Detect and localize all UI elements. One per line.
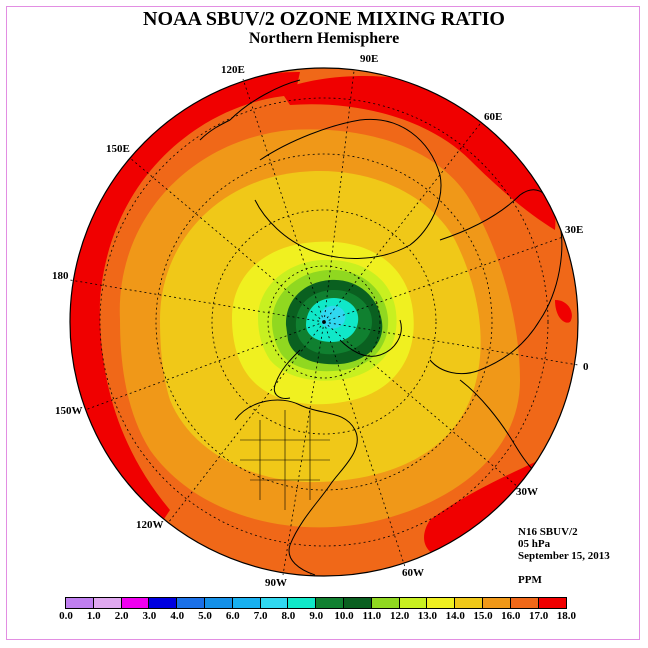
meridian-30e [323, 236, 564, 323]
colorbar-swatch [399, 598, 428, 608]
longitude-labels: 90E 60E 30E 0 30W 60W 90W 120W 150W 180 … [52, 53, 589, 589]
colorbar-tick-label: 17.0 [528, 610, 549, 622]
colorbar-swatch [204, 598, 233, 608]
colorbar-swatch [121, 598, 150, 608]
colorbar-tick-label: 3.0 [142, 610, 157, 622]
ozone-band-6 [320, 305, 346, 329]
meridian-150e [129, 157, 325, 323]
latitude-circle-70 [267, 265, 381, 379]
asia-coast [254, 118, 442, 259]
colorbar-tick-label: 11.0 [362, 610, 382, 622]
colorbar-tick-label: 1.0 [86, 610, 101, 622]
lon-label-90w: 90W [265, 577, 287, 589]
lon-label-30w: 30W [516, 486, 538, 498]
units-label: PPM [518, 574, 542, 586]
colorbar-swatch [510, 598, 539, 608]
colorbar-swatch [177, 598, 205, 608]
colorbar-tick-label: 10.0 [334, 610, 354, 622]
lon-label-60e: 60E [484, 111, 502, 123]
colorbar-tick-label: 5.0 [198, 610, 212, 622]
lon-label-150e: 150E [106, 143, 130, 155]
meridian-90e [323, 70, 355, 323]
greenland-coast [339, 319, 402, 357]
colorbar-tick-label: 0.0 [59, 610, 73, 622]
colorbar-tick-label: 15.0 [473, 610, 493, 622]
colorbar-tick-label: 6.0 [225, 610, 240, 622]
colorbar-swatch [482, 598, 511, 608]
date-label: September 15, 2013 [518, 550, 610, 562]
lon-label-180: 180 [52, 270, 69, 282]
colorbar-tick-label: 9.0 [309, 610, 324, 622]
pressure-level-label: 05 hPa [518, 538, 551, 550]
colorbar-swatch [288, 598, 317, 608]
colorbar-ticks: 0.0 1.0 2.0 3.0 4.0 5.0 6.0 7.0 8.0 9.0 10.0 11.0 12… [0, 610, 648, 624]
colorbar [65, 597, 568, 609]
lon-label-150w: 150W [55, 405, 83, 417]
us-state-borders [240, 410, 330, 510]
lon-label-0: 0 [583, 361, 589, 373]
figure-frame [6, 6, 640, 640]
colorbar-tick-label: 16.0 [501, 610, 521, 622]
colorbar-tick-label: 13.0 [417, 610, 438, 622]
lon-label-120e: 120E [221, 64, 245, 76]
colorbar-swatch [371, 598, 400, 608]
colorbar-tick-label: 18.0 [556, 610, 577, 622]
map-title: NOAA SBUV/2 OZONE MIXING RATIO [143, 8, 505, 30]
ozone-band-17-west [70, 71, 300, 540]
colorbar-tick-label: 2.0 [114, 610, 129, 622]
colorbar-swatch [232, 598, 261, 608]
colorbar-swatch [66, 598, 94, 608]
latitude-circle-50 [211, 209, 437, 435]
colorbar-swatch [427, 598, 456, 608]
north-america-coast [234, 399, 358, 576]
europe-coast [429, 189, 563, 375]
graticule [69, 70, 579, 576]
colorbar-tick-label: 8.0 [281, 610, 296, 622]
canadian-arctic-coast [273, 349, 301, 399]
colorbar-swatch [343, 598, 372, 608]
map-subtitle: Northern Hemisphere [248, 30, 400, 47]
instrument-label: N16 SBUV/2 [518, 526, 578, 538]
colorbar-tick-label: 12.0 [389, 610, 410, 622]
lon-label-30e: 30E [565, 224, 583, 236]
latitude-circle-10 [99, 97, 549, 547]
lon-label-90e: 90E [360, 53, 378, 65]
ozone-band-17-east [555, 300, 572, 323]
east-asia-coast [199, 79, 301, 141]
lon-label-60w: 60W [402, 567, 424, 579]
latitude-circle-30 [155, 153, 493, 491]
meridian-60w [323, 321, 406, 568]
colorbar-swatch [93, 598, 122, 608]
colorbar-swatch [260, 598, 289, 608]
lon-label-120w: 120W [136, 519, 164, 531]
colorbar-tick-label: 4.0 [170, 610, 185, 622]
colorbar-tick-label: 14.0 [445, 610, 465, 622]
map-boundary [69, 67, 579, 577]
colorbar-swatch [538, 598, 567, 608]
colorbar-swatch [149, 598, 178, 608]
colorbar-swatch [316, 598, 344, 608]
coastlines [199, 79, 563, 576]
colorbar-tick-label: 7.0 [253, 610, 268, 622]
colorbar-swatch [455, 598, 483, 608]
meridian-60e [323, 123, 481, 323]
